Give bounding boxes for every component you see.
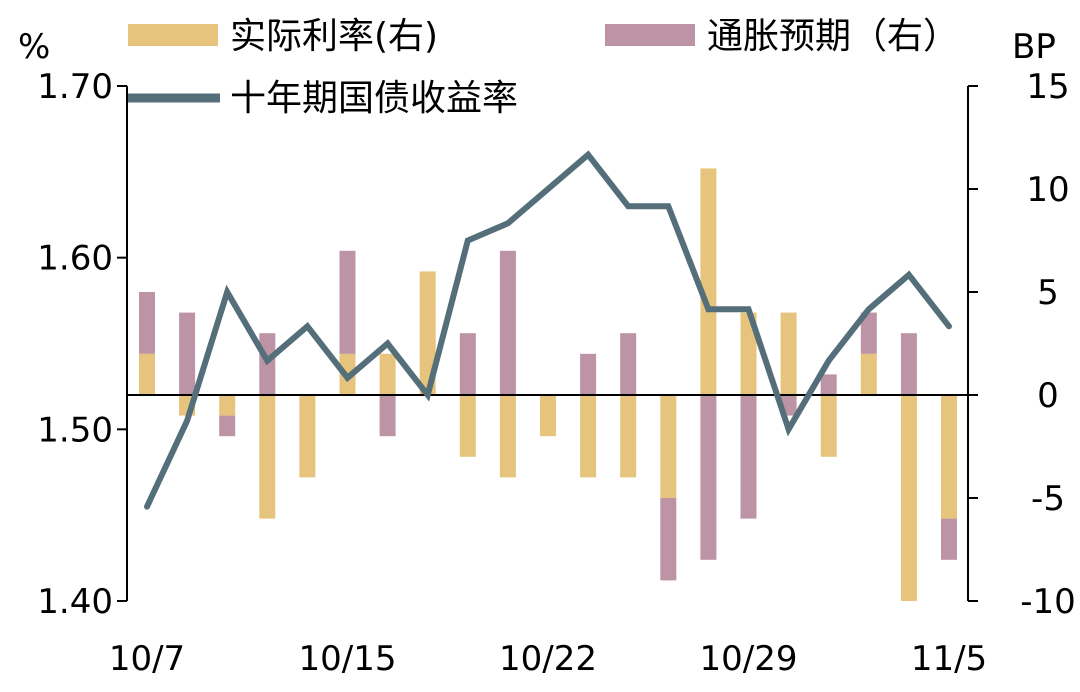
bar-inflation-15	[741, 395, 757, 519]
bar-real-rate-8	[460, 395, 476, 457]
x-tick-label: 11/5	[911, 639, 987, 679]
bar-real-rate-11	[580, 395, 596, 477]
x-axis-ticks: 10/7 10/15 10/22 10/29 11/5	[109, 639, 987, 679]
bar-real-rate-2	[219, 395, 235, 416]
x-tick-label: 10/22	[499, 639, 597, 679]
bar-inflation-1	[179, 313, 195, 395]
bar-real-rate-14	[700, 168, 716, 395]
bar-inflation-17	[821, 374, 837, 395]
legend-label-real-rate: 实际利率(右)	[230, 16, 438, 57]
axes-layer: % BP	[18, 27, 1056, 601]
bar-inflation-0	[139, 292, 155, 354]
legend-label-inflation: 通胀预期（右）	[707, 16, 959, 57]
left-tick-label: 1.70	[37, 67, 113, 107]
x-tick-label: 10/15	[299, 639, 397, 679]
legend: 实际利率(右) 通胀预期（右） 十年期国债收益率	[128, 16, 959, 119]
x-tick-label: 10/7	[109, 639, 185, 679]
right-axis-ticks: 15 10 5 0 -5 -10	[968, 67, 1076, 622]
bar-inflation-5	[340, 251, 356, 354]
bar-inflation-14	[700, 395, 716, 560]
bar-real-rate-17	[821, 395, 837, 457]
right-tick-label: 0	[1037, 376, 1059, 416]
right-tick-label: 10	[1026, 170, 1069, 210]
bar-real-rate-10	[540, 395, 556, 436]
bar-real-rate-6	[380, 354, 396, 395]
right-tick-label: -5	[1031, 479, 1065, 519]
bar-inflation-11	[580, 354, 596, 395]
x-tick-label: 10/29	[700, 639, 798, 679]
bar-inflation-13	[660, 498, 676, 580]
bar-real-rate-9	[500, 395, 516, 477]
bar-real-rate-13	[660, 395, 676, 498]
left-axis-unit: %	[18, 27, 50, 67]
right-tick-label: 15	[1026, 67, 1069, 107]
bar-inflation-6	[380, 395, 396, 436]
legend-swatch-real-rate	[128, 24, 218, 46]
bar-real-rate-3	[259, 395, 275, 519]
bar-inflation-12	[620, 333, 636, 395]
left-tick-label: 1.40	[37, 582, 113, 622]
bar-real-rate-12	[620, 395, 636, 477]
bar-real-rate-16	[781, 313, 797, 395]
bar-inflation-8	[460, 333, 476, 395]
legend-label-yield: 十年期国债收益率	[230, 78, 518, 119]
bar-inflation-2	[219, 416, 235, 437]
left-tick-label: 1.50	[37, 410, 113, 450]
right-tick-label: 5	[1037, 273, 1059, 313]
bar-real-rate-20	[941, 395, 957, 519]
left-axis-ticks: 1.70 1.60 1.50 1.40	[37, 67, 127, 622]
bar-real-rate-19	[901, 395, 917, 601]
bar-real-rate-4	[299, 395, 315, 477]
right-axis-unit: BP	[1012, 27, 1056, 67]
legend-swatch-inflation	[605, 24, 695, 46]
bar-inflation-19	[901, 333, 917, 395]
right-tick-label: -10	[1020, 582, 1076, 622]
bar-real-rate-18	[861, 354, 877, 395]
bar-real-rate-0	[139, 354, 155, 395]
left-tick-label: 1.60	[37, 239, 113, 279]
bars-layer	[139, 168, 957, 601]
bar-inflation-9	[500, 251, 516, 395]
bar-inflation-20	[941, 519, 957, 560]
